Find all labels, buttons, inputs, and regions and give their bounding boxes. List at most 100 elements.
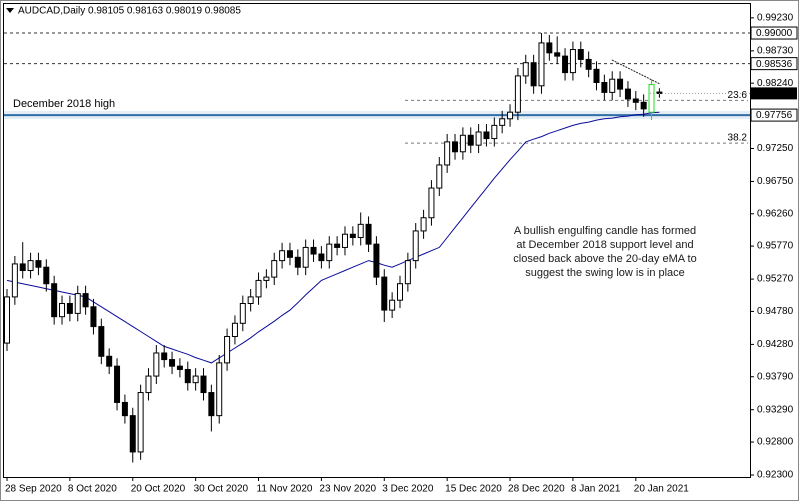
candle-body	[617, 78, 624, 90]
y-tick-label: 0.96260	[757, 208, 794, 219]
x-tick-label: 15 Dec 2020	[445, 484, 502, 495]
candle-body	[121, 401, 128, 417]
candle-body	[184, 368, 191, 384]
candle-body	[530, 62, 537, 87]
y-tick-label: 0.92300	[757, 470, 794, 481]
x-tick-label: 28 Sep 2020	[5, 484, 62, 495]
candle-body	[19, 263, 26, 272]
candle-body	[357, 223, 364, 239]
candle-body	[546, 42, 553, 54]
candle-body	[310, 246, 317, 255]
candle-body	[59, 303, 66, 318]
candle-body	[145, 375, 152, 394]
candle-body	[609, 78, 616, 93]
candle-body	[11, 263, 18, 298]
candle-body	[412, 230, 419, 262]
x-tick-label: 30 Oct 2020	[194, 484, 249, 495]
candle-body	[373, 243, 380, 278]
ema-line	[6, 111, 660, 364]
candle-body	[483, 131, 490, 140]
candle-body	[624, 88, 631, 100]
candle-body	[452, 141, 459, 153]
title-arrow	[6, 8, 14, 13]
y-tick-label: 0.94780	[757, 306, 794, 317]
fib-label: 38.2	[728, 133, 748, 144]
candle-body	[153, 352, 160, 377]
y-tick-label: 0.96750	[757, 176, 794, 187]
candle-body	[569, 49, 576, 74]
candle-body	[66, 303, 73, 314]
candle-body	[318, 253, 325, 262]
candle-body	[247, 296, 254, 305]
candle-body	[538, 42, 545, 87]
level-label-box	[750, 108, 798, 122]
candle-body	[114, 365, 121, 403]
candle-body	[161, 352, 168, 361]
candle-body	[326, 243, 333, 262]
x-tick-label: 23 Nov 2020	[319, 484, 376, 495]
candle-body	[263, 276, 270, 281]
chart-title: AUDCAD,Daily 0.98105 0.98163 0.98019 0.9…	[18, 6, 241, 17]
candle-body	[239, 303, 246, 324]
candle-body	[271, 260, 278, 278]
candle-body	[632, 98, 639, 103]
annotation-line: closed back above the 20-day eMA to	[513, 253, 696, 265]
candle-body	[601, 82, 608, 93]
candle-body	[106, 355, 113, 367]
candle-body	[444, 141, 451, 166]
candle-body	[365, 223, 372, 245]
candle-body	[593, 68, 600, 84]
level-label-box	[750, 26, 798, 40]
annotation-line: suggest the swing low is in place	[525, 267, 685, 279]
y-tick-label: 0.98730	[757, 45, 794, 56]
candle-body	[475, 131, 482, 146]
level-label: 0.97756	[756, 110, 793, 121]
candle-body	[640, 101, 647, 110]
candle-body	[192, 375, 199, 384]
candle-body	[467, 134, 474, 146]
candle-body	[436, 164, 443, 189]
candle-body	[129, 415, 136, 453]
candle-body	[459, 134, 466, 153]
candle-body	[585, 58, 592, 70]
candle-body	[216, 362, 223, 417]
candle-body	[397, 283, 403, 301]
candle-body	[428, 187, 435, 219]
candle-body	[90, 306, 97, 328]
candle-body	[491, 124, 498, 140]
x-tick-label: 20 Oct 2020	[131, 484, 186, 495]
x-tick-label: 3 Dec 2020	[382, 484, 434, 495]
annotation-line: at December 2018 support level and	[516, 239, 693, 251]
candle-body	[577, 49, 584, 60]
candle-body	[381, 276, 388, 311]
candle-body	[294, 256, 301, 268]
candle-body	[499, 118, 506, 126]
y-tick-label: 0.95270	[757, 274, 794, 285]
y-tick-label: 0.97250	[757, 143, 794, 154]
candle-body	[522, 62, 529, 77]
candle-body	[514, 75, 521, 113]
level-label-box	[750, 57, 798, 71]
candle-body	[255, 279, 262, 298]
y-tick-label: 0.98240	[757, 78, 794, 89]
x-tick-label: 11 Nov 2020	[257, 484, 313, 495]
candle-body	[334, 243, 341, 248]
y-tick-label: 0.92800	[757, 437, 794, 448]
candle-body	[4, 296, 10, 344]
candle-body	[98, 326, 105, 357]
candle-body	[349, 233, 356, 239]
y-tick-label: 0.93290	[757, 404, 794, 415]
candle-body	[200, 375, 207, 394]
candle-body	[208, 392, 215, 417]
x-tick-label: 8 Oct 2020	[68, 484, 117, 495]
candle-body	[176, 365, 183, 370]
candle-body	[27, 260, 34, 272]
candle-body	[43, 266, 50, 285]
candle-body	[562, 55, 569, 74]
y-tick-label: 0.99230	[757, 12, 794, 23]
candle-body	[224, 335, 231, 364]
x-tick-label: 28 Dec 2020	[508, 484, 565, 495]
candle-body	[420, 217, 427, 232]
candle-body	[341, 233, 348, 248]
